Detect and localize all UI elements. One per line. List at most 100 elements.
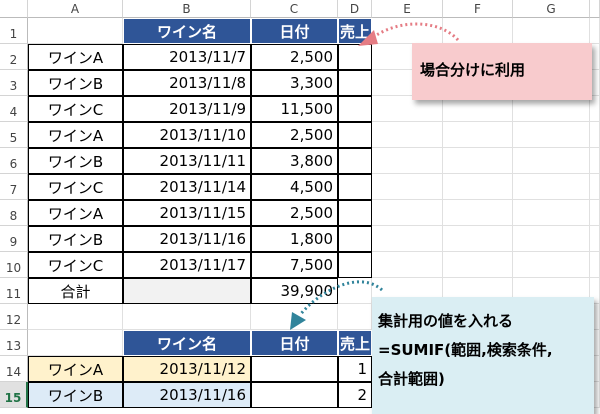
grid-cell[interactable]	[513, 226, 590, 252]
column-header-E[interactable]: E	[372, 0, 443, 18]
grid-cell[interactable]	[443, 18, 513, 44]
row-header-6[interactable]: 6	[0, 148, 28, 174]
grid-cell[interactable]	[443, 200, 513, 226]
row-header-4[interactable]: 4	[0, 96, 28, 122]
grid-cell[interactable]	[372, 18, 443, 44]
table-cell-date[interactable]: 2013/11/17	[123, 252, 251, 278]
grid-cell[interactable]	[513, 252, 590, 278]
table-cell-date[interactable]: 2013/11/7	[123, 44, 251, 70]
table-cell-date[interactable]: 2013/11/10	[123, 122, 251, 148]
grid-cell[interactable]	[28, 304, 123, 330]
table2-cell-d[interactable]: 2	[338, 382, 372, 408]
column-header-C[interactable]: C	[251, 0, 338, 18]
table2-cell-d[interactable]: 1	[338, 356, 372, 382]
grid-cell[interactable]	[28, 330, 123, 356]
grid-cell[interactable]	[590, 226, 600, 252]
table2-cell-date[interactable]: 2013/11/16	[123, 382, 251, 408]
column-header-B[interactable]: B	[123, 0, 251, 18]
table-cell-name[interactable]: ワインB	[28, 226, 123, 252]
table-cell-date[interactable]: 2013/11/9	[123, 96, 251, 122]
table-cell-d[interactable]	[338, 44, 372, 70]
column-header-D[interactable]: D	[338, 0, 372, 18]
grid-cell[interactable]	[513, 122, 590, 148]
table-cell-d[interactable]	[338, 148, 372, 174]
table2-cell-sales[interactable]	[251, 356, 338, 382]
grid-cell[interactable]	[513, 148, 590, 174]
grid-cell[interactable]	[590, 122, 600, 148]
row-header-2[interactable]: 2	[0, 44, 28, 70]
row-header-1[interactable]: 1	[0, 18, 28, 44]
table-cell-name[interactable]: ワインA	[28, 122, 123, 148]
grid-cell[interactable]	[28, 18, 123, 44]
row-header-15[interactable]: 15	[0, 382, 28, 408]
grid-cell[interactable]	[372, 226, 443, 252]
row-header-10[interactable]: 10	[0, 252, 28, 278]
grid-cell[interactable]	[372, 148, 443, 174]
grid-cell[interactable]	[443, 252, 513, 278]
grid-cell[interactable]	[251, 304, 338, 330]
select-all-corner[interactable]	[0, 0, 28, 18]
grid-cell[interactable]	[513, 200, 590, 226]
table-cell-date[interactable]: 2013/11/8	[123, 70, 251, 96]
grid-cell[interactable]	[590, 148, 600, 174]
grid-cell[interactable]	[513, 18, 590, 44]
grid-cell[interactable]	[372, 174, 443, 200]
table-cell-name[interactable]: ワインC	[28, 96, 123, 122]
grid-cell[interactable]	[338, 304, 372, 330]
grid-cell[interactable]	[443, 96, 513, 122]
grid-cell[interactable]	[123, 304, 251, 330]
total-value[interactable]: 39,900	[251, 278, 338, 304]
table-cell-d[interactable]	[338, 122, 372, 148]
grid-cell[interactable]	[590, 18, 600, 44]
table2-cell-sales[interactable]	[251, 382, 338, 408]
row-header-12[interactable]: 12	[0, 304, 28, 330]
table-cell-d[interactable]	[338, 70, 372, 96]
grid-cell[interactable]	[443, 148, 513, 174]
table-cell-sales[interactable]: 2,500	[251, 200, 338, 226]
table-cell-date[interactable]: 2013/11/16	[123, 226, 251, 252]
column-header-F[interactable]: F	[443, 0, 513, 18]
table-cell-d[interactable]	[338, 174, 372, 200]
table-cell-sales[interactable]: 7,500	[251, 252, 338, 278]
grid-cell[interactable]	[338, 278, 372, 304]
table-cell-sales[interactable]: 2,500	[251, 44, 338, 70]
row-header-14[interactable]: 14	[0, 356, 28, 382]
row-header-9[interactable]: 9	[0, 226, 28, 252]
grid-cell[interactable]	[590, 200, 600, 226]
grid-cell[interactable]	[443, 226, 513, 252]
grid-cell[interactable]	[372, 252, 443, 278]
grid-cell[interactable]	[590, 252, 600, 278]
row-header-13[interactable]: 13	[0, 330, 28, 356]
row-header-8[interactable]: 8	[0, 200, 28, 226]
grid-cell[interactable]	[443, 122, 513, 148]
table-cell-sales[interactable]: 2,500	[251, 122, 338, 148]
row-header-11[interactable]: 11	[0, 278, 28, 304]
table-cell-d[interactable]	[338, 226, 372, 252]
table-cell-d[interactable]	[338, 200, 372, 226]
table-cell-name[interactable]: ワインB	[28, 70, 123, 96]
column-header-G[interactable]: G	[513, 0, 590, 18]
total-blank[interactable]	[123, 278, 251, 304]
grid-cell[interactable]	[443, 174, 513, 200]
table-cell-name[interactable]: ワインA	[28, 44, 123, 70]
table-cell-name[interactable]: ワインA	[28, 200, 123, 226]
table-cell-date[interactable]: 2013/11/14	[123, 174, 251, 200]
row-header-5[interactable]: 5	[0, 122, 28, 148]
table-cell-d[interactable]	[338, 252, 372, 278]
table-cell-date[interactable]: 2013/11/11	[123, 148, 251, 174]
table-cell-date[interactable]: 2013/11/15	[123, 200, 251, 226]
table2-cell-date[interactable]: 2013/11/12	[123, 356, 251, 382]
table2-cell-name[interactable]: ワインA	[28, 356, 123, 382]
row-header-3[interactable]: 3	[0, 70, 28, 96]
grid-cell[interactable]	[372, 200, 443, 226]
table-cell-sales[interactable]: 11,500	[251, 96, 338, 122]
grid-cell[interactable]	[372, 122, 443, 148]
table-cell-name[interactable]: ワインB	[28, 148, 123, 174]
grid-cell[interactable]	[590, 174, 600, 200]
table2-cell-name[interactable]: ワインB	[28, 382, 123, 408]
table-cell-name[interactable]: ワインC	[28, 252, 123, 278]
table-cell-d[interactable]	[338, 96, 372, 122]
table-cell-sales[interactable]: 3,800	[251, 148, 338, 174]
table-cell-sales[interactable]: 4,500	[251, 174, 338, 200]
